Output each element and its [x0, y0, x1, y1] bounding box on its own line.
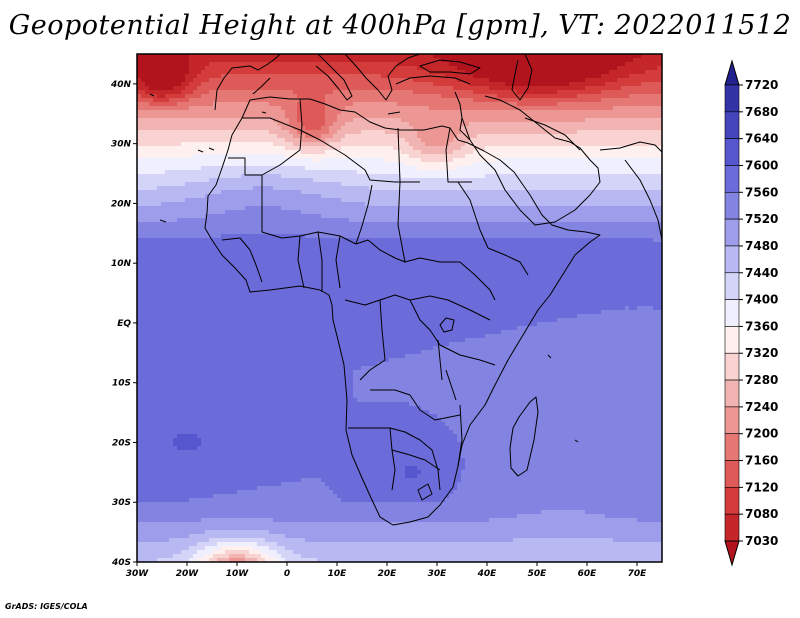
colorbar-label: 7400: [745, 293, 778, 307]
colorbar-label: 7640: [745, 132, 778, 146]
x-tick-label: 40E: [477, 569, 498, 579]
x-tick-label: 60E: [578, 569, 598, 579]
colorbar-extend-top: [724, 59, 740, 86]
colorbar-label: 7680: [745, 105, 778, 119]
colorbar-segment: [724, 379, 740, 408]
y-tick-label: 20S: [112, 438, 131, 448]
y-tick-label: 20N: [111, 199, 132, 209]
y-tick-label: 40N: [110, 80, 132, 90]
colorbar-label: 7440: [745, 266, 778, 280]
colorbar-label: 7720: [745, 78, 778, 92]
y-tick-label: EQ: [117, 319, 131, 329]
y-tick-label: 30S: [112, 498, 131, 508]
colorbar-segment: [724, 218, 740, 247]
colorbar-segment: [724, 460, 740, 488]
x-tick-label: 20E: [378, 569, 398, 579]
colorbar-label: 7600: [745, 158, 778, 172]
y-tick-label: 40S: [111, 558, 131, 568]
colorbar-segment: [724, 84, 740, 113]
x-tick-label: 30W: [126, 569, 150, 579]
colorbar-segment: [724, 245, 740, 274]
y-tick-label: 10N: [111, 259, 132, 269]
colorbar-segment: [724, 299, 740, 327]
colorbar-segment: [724, 138, 740, 166]
x-tick-label: 70E: [628, 569, 648, 579]
colorbar-extend-bottom: [724, 540, 740, 567]
colorbar-segment: [724, 326, 740, 354]
y-tick-label: 30N: [111, 140, 132, 150]
colorbar-label: 7280: [745, 373, 778, 387]
coastlines-borders: [149, 54, 662, 526]
colorbar-label: 7480: [745, 239, 778, 253]
plot-frame: [136, 53, 663, 563]
colorbar-label: 7320: [745, 346, 778, 360]
x-tick-label: 0: [284, 569, 290, 579]
y-axis: 40N 30N 20N 10N EQ 10S 20S 30S 40S: [110, 80, 137, 568]
colorbar-segment: [724, 191, 740, 220]
colorbar: 7720 7680 7640 7600 7560 7520 7480 7440 7400 7360…: [724, 59, 778, 567]
colorbar-segment: [724, 433, 740, 461]
x-tick-label: 20W: [176, 569, 200, 579]
colorbar-label: 7240: [745, 400, 778, 414]
colorbar-label: 7360: [745, 319, 778, 333]
colorbar-label: 7520: [745, 212, 778, 226]
y-tick-label: 10S: [112, 379, 131, 389]
colorbar-segment: [724, 272, 740, 300]
colorbar-segment: [724, 165, 740, 193]
x-axis: 30W 20W 10W 0 10E 20E 30E 40E 50E 60E 70E: [126, 562, 647, 579]
x-tick-label: 50E: [528, 569, 548, 579]
x-tick-label: 10E: [328, 569, 348, 579]
colorbar-label: 7200: [745, 427, 778, 441]
colorbar-label: 7160: [745, 454, 778, 468]
colorbar-segment: [724, 352, 740, 381]
geopotential-field: [137, 54, 662, 562]
credit-text: GrADS: IGES/COLA: [5, 602, 88, 611]
x-tick-label: 30E: [428, 569, 448, 579]
colorbar-label: 7030: [745, 534, 778, 548]
colorbar-label: 7120: [745, 480, 778, 494]
map-title: Geopotential Height at 400hPa [gpm], VT:…: [8, 10, 792, 41]
colorbar-label: 7560: [745, 185, 778, 199]
colorbar-segment: [724, 406, 740, 435]
colorbar-label: 7080: [745, 507, 778, 521]
colorbar-segment: [724, 513, 740, 542]
x-tick-label: 10W: [226, 569, 250, 579]
colorbar-segment: [724, 111, 740, 139]
colorbar-segment: [724, 487, 740, 515]
